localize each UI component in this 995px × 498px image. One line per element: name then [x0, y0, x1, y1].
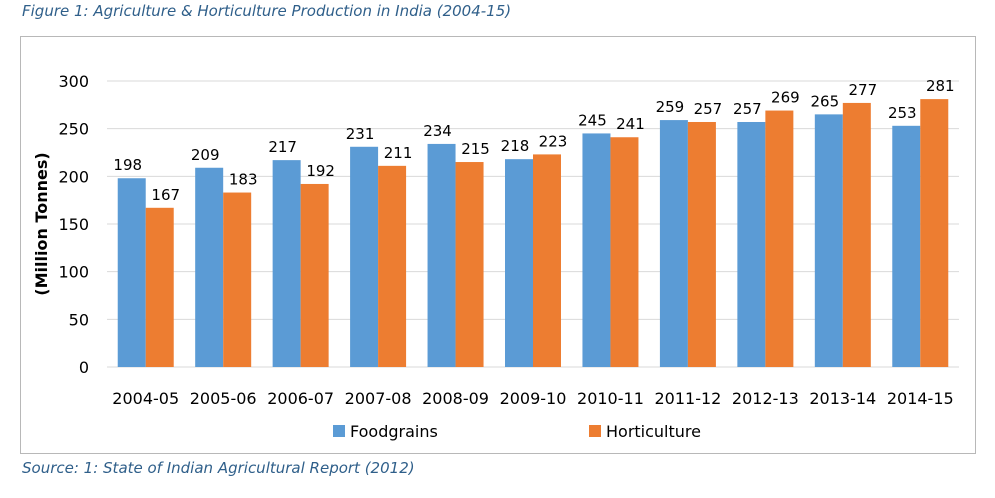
x-tick-label: 2009-10	[500, 389, 567, 408]
data-label-foodgrains: 209	[191, 146, 220, 164]
bar-foodgrains	[582, 133, 611, 367]
bar-horticulture	[300, 183, 329, 367]
data-label-horticulture: 223	[539, 132, 568, 150]
data-label-foodgrains: 259	[656, 98, 685, 116]
y-tick-label: 200	[58, 167, 89, 186]
bar-foodgrains	[892, 125, 921, 367]
bar-horticulture	[610, 137, 639, 367]
data-label-horticulture: 192	[306, 162, 335, 180]
bar-horticulture	[378, 165, 407, 367]
x-tick-label: 2007-08	[345, 389, 412, 408]
x-tick-label: 2005-06	[190, 389, 257, 408]
data-label-horticulture: 215	[461, 140, 490, 158]
x-tick-label: 2004-05	[112, 389, 179, 408]
data-label-horticulture: 167	[151, 186, 180, 204]
legend-label-foodgrains: Foodgrains	[350, 422, 438, 441]
x-tick-label: 2011-12	[654, 389, 721, 408]
y-tick-label: 100	[58, 263, 89, 282]
data-label-horticulture: 281	[926, 77, 955, 95]
legend-swatch-horticulture	[589, 425, 601, 437]
bar-foodgrains	[737, 121, 766, 367]
data-label-horticulture: 241	[616, 115, 645, 133]
x-tick-label: 2010-11	[577, 389, 644, 408]
bar-foodgrains	[350, 146, 379, 367]
data-label-horticulture: 269	[771, 89, 800, 107]
bar-foodgrains	[272, 160, 301, 367]
x-tick-label: 2006-07	[267, 389, 334, 408]
data-label-horticulture: 257	[694, 100, 723, 118]
bar-horticulture	[920, 99, 949, 367]
x-tick-label: 2012-13	[732, 389, 799, 408]
bar-foodgrains	[117, 178, 146, 367]
y-axis-title: (Million Tonnes)	[32, 152, 51, 295]
source-caption: Source: 1: State of Indian Agricultural …	[22, 459, 415, 477]
data-label-horticulture: 277	[848, 81, 877, 99]
legend-label-horticulture: Horticulture	[606, 422, 701, 441]
data-label-horticulture: 211	[384, 144, 413, 162]
data-label-foodgrains: 245	[578, 111, 607, 129]
data-label-foodgrains: 198	[113, 156, 142, 174]
bar-horticulture	[455, 162, 484, 367]
bar-horticulture	[765, 110, 794, 367]
data-label-foodgrains: 231	[346, 125, 375, 143]
bar-chart: 0 50 100 150 200 250 300 (Million Tonnes) 198 167…	[32, 72, 959, 441]
bar-horticulture	[145, 207, 174, 367]
data-label-foodgrains: 218	[501, 137, 530, 155]
data-label-horticulture: 183	[229, 171, 258, 189]
bar-horticulture	[223, 192, 252, 367]
y-tick-label: 250	[58, 120, 89, 139]
bar-horticulture	[533, 154, 561, 367]
bar-foodgrains	[814, 114, 843, 367]
x-tick-label: 2014-15	[887, 389, 954, 408]
bar-foodgrains	[195, 167, 224, 367]
y-tick-label: 50	[69, 310, 89, 329]
bar-foodgrains	[505, 159, 533, 367]
figure-caption: Figure 1: Agriculture & Horticulture Pro…	[22, 2, 512, 20]
y-tick-label: 150	[58, 215, 89, 234]
data-label-foodgrains: 234	[423, 122, 452, 140]
bar-horticulture	[687, 121, 716, 367]
bar-horticulture	[842, 102, 871, 367]
data-label-foodgrains: 253	[888, 104, 917, 122]
x-tick-label: 2008-09	[422, 389, 489, 408]
data-label-foodgrains: 217	[268, 138, 297, 156]
bar-foodgrains	[427, 143, 456, 367]
x-tick-label: 2013-14	[809, 389, 876, 408]
y-tick-label: 300	[58, 72, 89, 91]
bar-foodgrains	[659, 120, 688, 367]
data-label-foodgrains: 265	[810, 92, 839, 110]
data-label-foodgrains: 257	[733, 100, 762, 118]
y-tick-label: 0	[79, 358, 89, 377]
chart-frame: 0 50 100 150 200 250 300 (Million Tonnes) 198 167…	[20, 36, 976, 454]
legend-swatch-foodgrains	[333, 425, 345, 437]
